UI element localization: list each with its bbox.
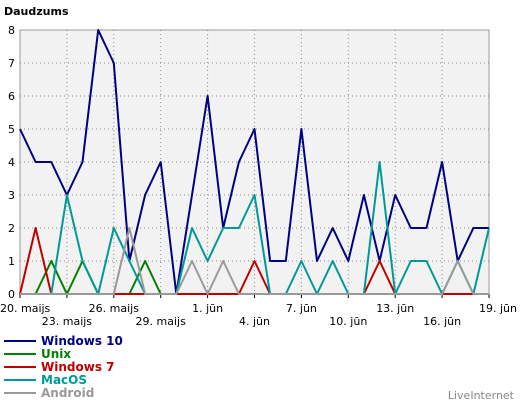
- x-tick-label: 13. jūn: [376, 302, 414, 315]
- x-tick-label: 20. maijs: [0, 302, 51, 315]
- y-tick-label: 1: [8, 255, 15, 268]
- x-tick-label: 4. jūn: [239, 315, 270, 328]
- x-tick-label: 29. maijs: [136, 315, 187, 328]
- series-line-0: [19, 29, 489, 295]
- series-layer: [19, 29, 490, 295]
- brand-label: LiveInternet: [448, 389, 515, 402]
- y-tick-label: 4: [8, 156, 15, 169]
- x-tick-label: 16. jūn: [423, 315, 461, 328]
- y-axis: 0 1 2 3 4 5 6 7 8: [8, 24, 15, 301]
- x-tick-label: 1. jūn: [192, 302, 223, 315]
- x-tick-label: 7. jūn: [286, 302, 317, 315]
- y-tick-label: 6: [8, 90, 15, 103]
- x-tick-label: 10. jūn: [329, 315, 367, 328]
- legend-label: Windows 10: [41, 334, 123, 348]
- legend-label: Windows 7: [41, 360, 114, 374]
- x-tick-label: 19. jūn: [479, 302, 517, 315]
- x-tick-label: 26. maijs: [89, 302, 140, 315]
- y-tick-label: 7: [8, 57, 15, 70]
- chart-title: Daudzums: [4, 5, 69, 18]
- x-tick-label: 23. maijs: [42, 315, 93, 328]
- y-tick-label: 0: [8, 288, 15, 301]
- y-tick-label: 2: [8, 222, 15, 235]
- legend-label: MacOS: [41, 373, 87, 387]
- y-tick-label: 3: [8, 189, 15, 202]
- y-tick-label: 8: [8, 24, 15, 37]
- legend-label: Android: [41, 386, 94, 400]
- y-tick-label: 5: [8, 123, 15, 136]
- series-line-4: [20, 227, 489, 295]
- legend-label: Unix: [41, 347, 71, 361]
